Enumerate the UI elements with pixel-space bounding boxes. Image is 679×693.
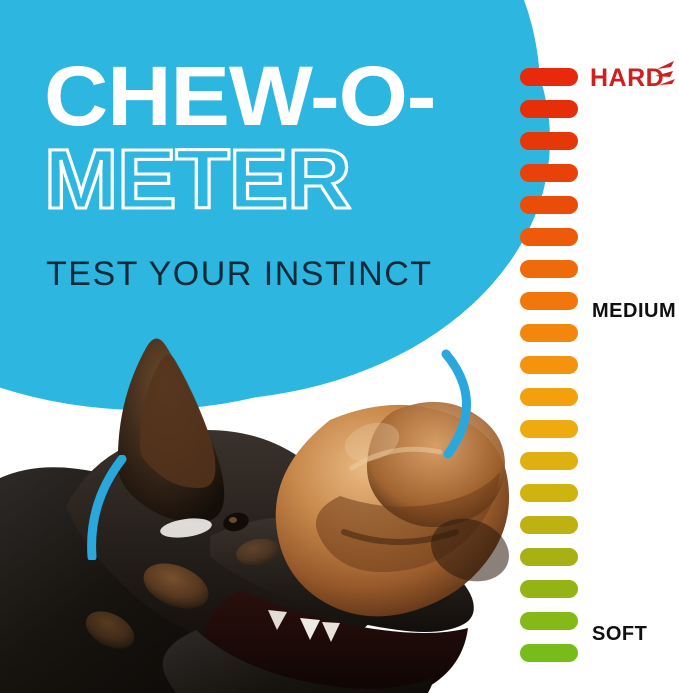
- meter-bar-9: [520, 324, 578, 342]
- dog-photo: [0, 300, 545, 693]
- chew-o-meter-scale: [520, 60, 580, 662]
- subtitle: TEST YOUR INSTINCT: [46, 255, 433, 293]
- headline-block: CHEW-O- METER: [42, 54, 474, 223]
- spark-burst-icon: [655, 61, 675, 85]
- motion-arc-right-icon: [441, 349, 471, 459]
- dog-illustration-icon: [0, 338, 510, 693]
- meter-bar-2: [520, 100, 578, 118]
- headline-line-2: METER: [42, 132, 353, 227]
- meter-label-soft: SOFT: [592, 623, 648, 645]
- meter-bar-7: [520, 260, 578, 278]
- meter-bar-17: [520, 580, 578, 598]
- motion-arc-left-icon: [87, 455, 127, 560]
- meter-bar-19: [520, 644, 578, 662]
- meter-bar-13: [520, 452, 578, 470]
- meter-bar-14: [520, 484, 578, 502]
- meter-bar-4: [520, 164, 578, 182]
- meter-bar-12: [520, 420, 578, 438]
- meter-bar-10: [520, 356, 578, 374]
- meter-bar-11: [520, 388, 578, 406]
- meter-bar-15: [520, 516, 578, 534]
- meter-bar-8: [520, 292, 578, 310]
- meter-bar-3: [520, 132, 578, 150]
- meter-label-hard: HARD: [590, 64, 665, 92]
- headline-line-1: CHEW-O-: [44, 49, 436, 143]
- meter-bar-18: [520, 612, 578, 630]
- meter-label-medium: MEDIUM: [592, 300, 677, 322]
- meter-bar-1: [520, 68, 578, 86]
- meter-bar-16: [520, 548, 578, 566]
- meter-bar-5: [520, 196, 578, 214]
- meter-bar-6: [520, 228, 578, 246]
